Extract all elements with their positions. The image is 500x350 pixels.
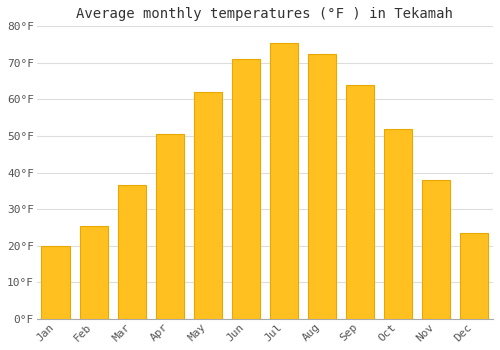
Bar <box>156 134 184 319</box>
Bar <box>232 59 260 319</box>
Bar <box>270 43 298 319</box>
Bar <box>194 92 222 319</box>
Bar <box>42 246 70 319</box>
Bar <box>308 54 336 319</box>
Bar <box>346 85 374 319</box>
Title: Average monthly temperatures (°F ) in Tekamah: Average monthly temperatures (°F ) in Te… <box>76 7 454 21</box>
Bar <box>422 180 450 319</box>
Bar <box>80 226 108 319</box>
Bar <box>460 233 488 319</box>
Bar <box>384 129 412 319</box>
Bar <box>118 186 146 319</box>
